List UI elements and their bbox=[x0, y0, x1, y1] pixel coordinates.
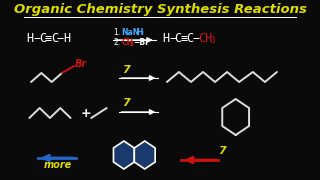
Polygon shape bbox=[134, 141, 155, 169]
Text: H: H bbox=[136, 28, 142, 37]
Text: H: H bbox=[63, 31, 70, 44]
Text: 3: 3 bbox=[130, 42, 134, 46]
Text: C: C bbox=[175, 31, 182, 44]
Polygon shape bbox=[114, 141, 134, 169]
Text: ₂: ₂ bbox=[141, 30, 144, 35]
Text: C: C bbox=[39, 31, 46, 44]
Text: −: − bbox=[193, 31, 200, 44]
Text: −: − bbox=[57, 31, 64, 44]
Text: CH: CH bbox=[199, 31, 213, 44]
Text: 1.: 1. bbox=[114, 28, 121, 37]
Text: Organic Chemistry Synthesis Reactions: Organic Chemistry Synthesis Reactions bbox=[13, 3, 307, 15]
Text: ≡: ≡ bbox=[180, 31, 188, 44]
Text: more: more bbox=[44, 160, 72, 170]
Text: CH: CH bbox=[121, 37, 133, 46]
Text: 2.: 2. bbox=[114, 37, 121, 46]
Text: Br: Br bbox=[75, 59, 87, 69]
Text: ≡: ≡ bbox=[45, 31, 52, 44]
Text: H: H bbox=[163, 31, 170, 44]
Text: C: C bbox=[187, 31, 194, 44]
Text: C: C bbox=[51, 31, 58, 44]
Text: NaN: NaN bbox=[121, 28, 140, 37]
Text: 7: 7 bbox=[122, 65, 130, 75]
Text: H: H bbox=[27, 31, 34, 44]
Text: −: − bbox=[170, 31, 177, 44]
Text: −Br: −Br bbox=[133, 37, 149, 46]
Text: −: − bbox=[34, 31, 41, 44]
Text: 3: 3 bbox=[211, 36, 215, 45]
Text: +: + bbox=[81, 107, 92, 120]
Text: 7: 7 bbox=[122, 98, 130, 108]
Text: 7: 7 bbox=[219, 146, 226, 156]
